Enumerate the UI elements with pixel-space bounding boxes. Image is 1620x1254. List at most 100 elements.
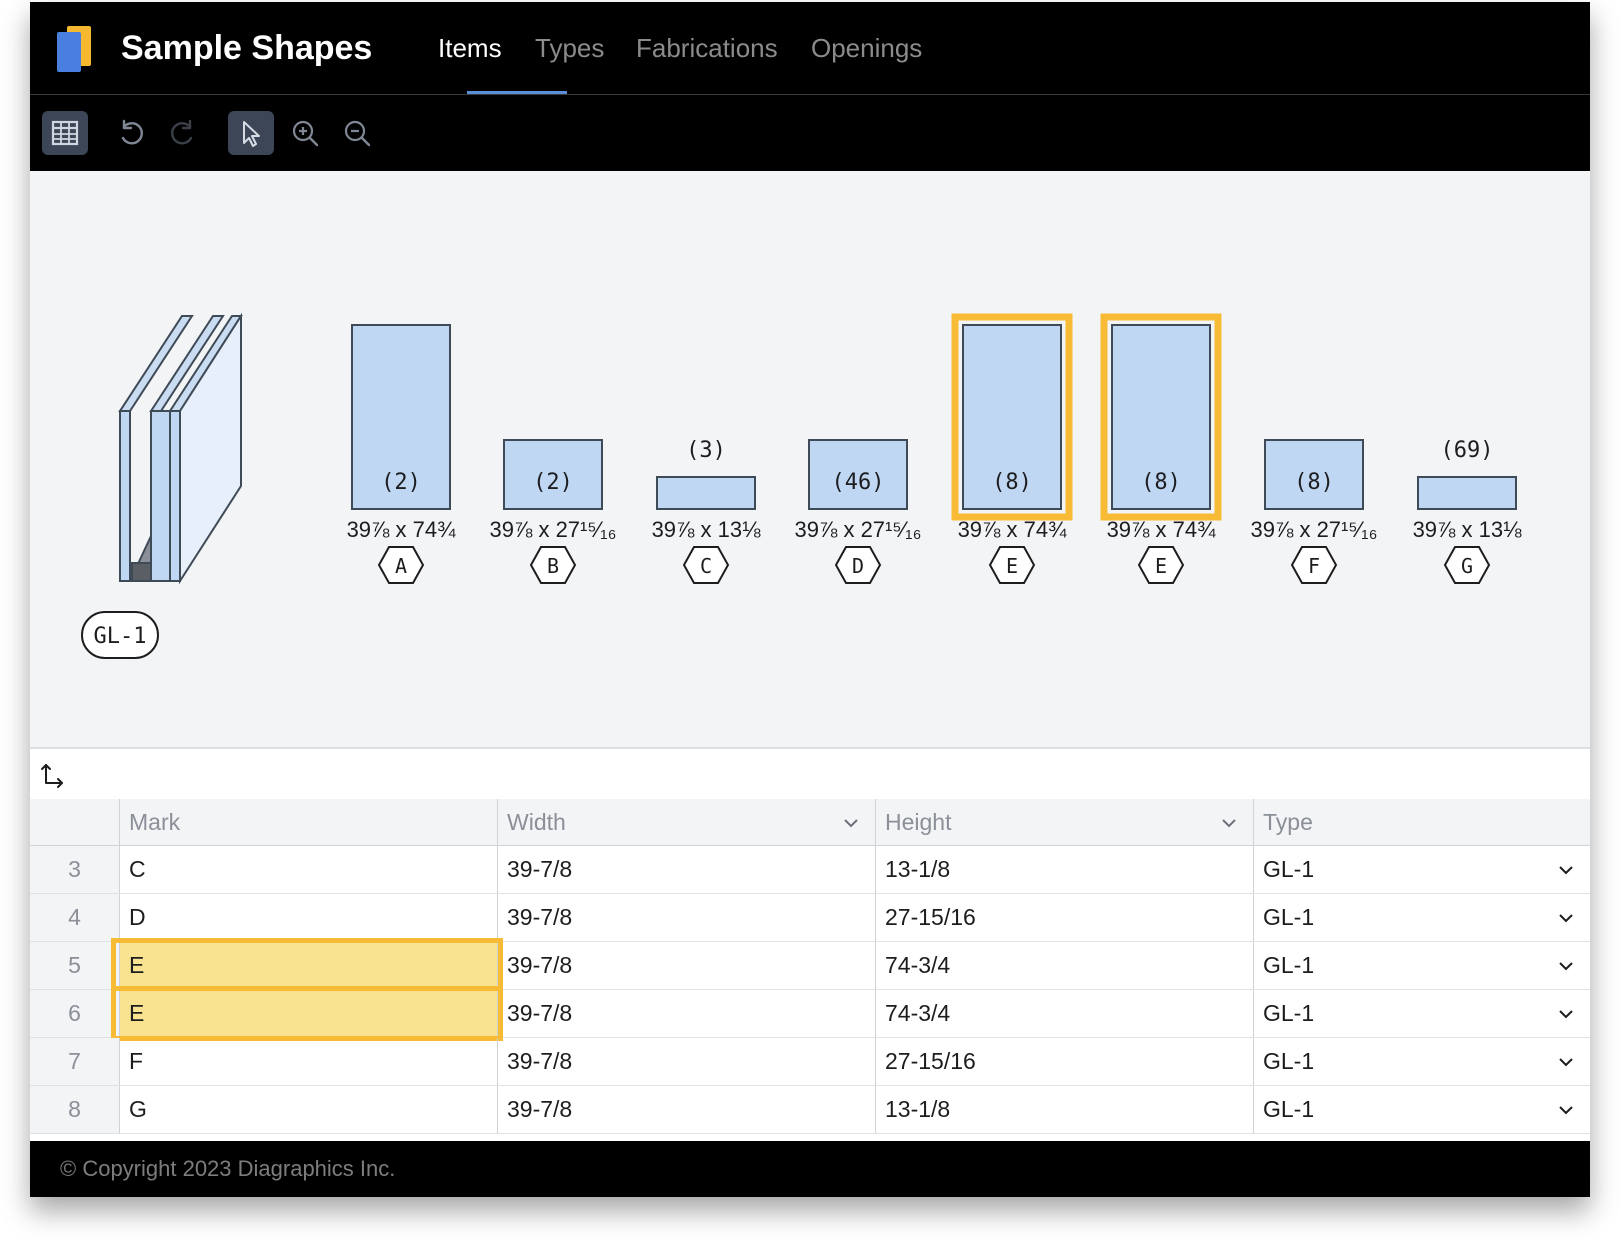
- cell-width[interactable]: 39-7/8: [497, 894, 875, 941]
- tab-fabrications[interactable]: Fabrications: [636, 33, 778, 63]
- chevron-down-icon[interactable]: [1556, 956, 1576, 976]
- tab-types[interactable]: Types: [535, 33, 605, 63]
- mark-label: B: [547, 554, 559, 578]
- shape-item-e[interactable]: (8) 39⅞ x 74¾ E: [951, 313, 1073, 584]
- redo-button[interactable]: [160, 111, 206, 155]
- table-icon: [51, 120, 79, 146]
- cell-type-select[interactable]: GL-1: [1253, 942, 1590, 989]
- mark-hexagon: [682, 546, 730, 584]
- chevron-down-icon[interactable]: [1556, 1100, 1576, 1120]
- glass-panel[interactable]: [1417, 476, 1517, 510]
- cell-width[interactable]: 39-7/8: [497, 942, 875, 989]
- mark-label: C: [700, 554, 712, 578]
- type-tag-label: GL-1: [94, 624, 147, 649]
- type-tag[interactable]: GL-1: [81, 611, 159, 659]
- swap-axes-icon[interactable]: [38, 761, 68, 791]
- chevron-down-icon[interactable]: [1219, 813, 1239, 833]
- shape-item-b[interactable]: (2) 39⅞ x 27¹⁵⁄₁₆ B: [490, 439, 617, 584]
- cell-type-select[interactable]: GL-1: [1253, 1038, 1590, 1085]
- chevron-down-icon[interactable]: [1556, 860, 1576, 880]
- app-logo-icon: [57, 26, 93, 72]
- size-label: 39⅞ x 13⅛: [1413, 517, 1523, 542]
- glass-panel[interactable]: [808, 439, 908, 510]
- cell-type-value: GL-1: [1263, 1000, 1315, 1026]
- cell-type-value: GL-1: [1263, 952, 1315, 978]
- table-view-button[interactable]: [42, 111, 88, 155]
- redo-icon: [171, 119, 193, 145]
- shape-item-f[interactable]: (8) 39⅞ x 27¹⁵⁄₁₆ F: [1251, 439, 1378, 584]
- mark-label: A: [395, 554, 407, 578]
- shape-item-e[interactable]: (8) 39⅞ x 74¾ E: [1100, 313, 1222, 584]
- glass-panel[interactable]: [962, 324, 1062, 510]
- quantity-label: (69): [1441, 438, 1494, 463]
- size-label: 39⅞ x 27¹⁵⁄₁₆: [795, 517, 922, 542]
- cell-mark[interactable]: E: [119, 990, 497, 1037]
- cell-mark[interactable]: D: [119, 894, 497, 941]
- column-header-mark[interactable]: Mark: [119, 799, 497, 846]
- chevron-down-icon[interactable]: [1556, 908, 1576, 928]
- zoom-out-button[interactable]: [334, 111, 380, 155]
- cell-type-select[interactable]: GL-1: [1253, 894, 1590, 941]
- mark-label: F: [1308, 554, 1320, 578]
- table-row[interactable]: 5 E 39-7/8 74-3/4 GL-1: [30, 942, 1590, 990]
- table-row[interactable]: 7 F 39-7/8 27-15/16 GL-1: [30, 1038, 1590, 1086]
- glass-panel[interactable]: [656, 476, 756, 510]
- column-header-type[interactable]: Type: [1253, 799, 1590, 846]
- quantity-label: (2): [533, 470, 573, 495]
- shape-item-d[interactable]: (46) 39⅞ x 27¹⁵⁄₁₆ D: [795, 439, 922, 584]
- cell-height[interactable]: 27-15/16: [875, 894, 1253, 941]
- mark-label: G: [1461, 554, 1473, 578]
- mark-hexagon: [1137, 546, 1185, 584]
- glass-panel[interactable]: [1111, 324, 1211, 510]
- cell-width[interactable]: 39-7/8: [497, 1086, 875, 1133]
- cell-height[interactable]: 74-3/4: [875, 990, 1253, 1037]
- row-index: 4: [30, 894, 119, 941]
- zoom-in-icon: [292, 120, 319, 147]
- quantity-label: (8): [1294, 470, 1334, 495]
- table-row[interactable]: 4 D 39-7/8 27-15/16 GL-1: [30, 894, 1590, 942]
- tab-openings[interactable]: Openings: [811, 33, 923, 63]
- cell-height[interactable]: 13-1/8: [875, 846, 1253, 893]
- table-row[interactable]: 8 G 39-7/8 13-1/8 GL-1: [30, 1086, 1590, 1134]
- row-index: 7: [30, 1038, 119, 1085]
- column-header-width[interactable]: Width: [497, 799, 875, 846]
- size-label: 39⅞ x 74¾: [1107, 517, 1217, 542]
- table-row[interactable]: 6 E 39-7/8 74-3/4 GL-1: [30, 990, 1590, 1038]
- tab-items[interactable]: Items: [438, 33, 502, 63]
- cell-width[interactable]: 39-7/8: [497, 846, 875, 893]
- glass-panel[interactable]: [351, 324, 451, 510]
- glass-panel[interactable]: [503, 439, 603, 510]
- cell-mark[interactable]: E: [119, 942, 497, 989]
- cell-mark[interactable]: G: [119, 1086, 497, 1133]
- shape-item-g[interactable]: (69) 39⅞ x 13⅛ G: [1413, 438, 1523, 584]
- zoom-in-button[interactable]: [282, 111, 328, 155]
- app-header: Sample Shapes Items Types Fabrications O…: [30, 2, 1590, 95]
- shapes-canvas[interactable]: GL-1 (2) 39⅞ x 74¾ A (2) 39⅞ x 27¹⁵⁄₁₆ B (3) 39…: [30, 171, 1590, 747]
- chevron-down-icon[interactable]: [1556, 1052, 1576, 1072]
- toolbar: [30, 95, 1590, 171]
- undo-button[interactable]: [108, 111, 154, 155]
- cell-type-select[interactable]: GL-1: [1253, 1086, 1590, 1133]
- cell-width[interactable]: 39-7/8: [497, 1038, 875, 1085]
- glass-panel[interactable]: [1264, 439, 1364, 510]
- cell-type-value: GL-1: [1263, 1048, 1315, 1074]
- mark-hexagon: [988, 546, 1036, 584]
- cell-height[interactable]: 13-1/8: [875, 1086, 1253, 1133]
- cell-type-select[interactable]: GL-1: [1253, 990, 1590, 1037]
- cell-mark[interactable]: F: [119, 1038, 497, 1085]
- column-header-height[interactable]: Height: [875, 799, 1253, 846]
- cell-height[interactable]: 27-15/16: [875, 1038, 1253, 1085]
- cell-type-select[interactable]: GL-1: [1253, 846, 1590, 893]
- mark-hexagon: [377, 546, 425, 584]
- chevron-down-icon[interactable]: [1556, 1004, 1576, 1024]
- canvas-table-divider: [30, 747, 1590, 799]
- select-tool-button[interactable]: [228, 111, 274, 155]
- cell-height[interactable]: 74-3/4: [875, 942, 1253, 989]
- table-row[interactable]: 3 C 39-7/8 13-1/8 GL-1: [30, 846, 1590, 894]
- cell-width[interactable]: 39-7/8: [497, 990, 875, 1037]
- shape-item-c[interactable]: (3) 39⅞ x 13⅛ C: [652, 438, 762, 584]
- app-title: Sample Shapes: [121, 29, 373, 67]
- shape-item-a[interactable]: (2) 39⅞ x 74¾ A: [347, 324, 457, 584]
- cell-mark[interactable]: C: [119, 846, 497, 893]
- chevron-down-icon[interactable]: [841, 813, 861, 833]
